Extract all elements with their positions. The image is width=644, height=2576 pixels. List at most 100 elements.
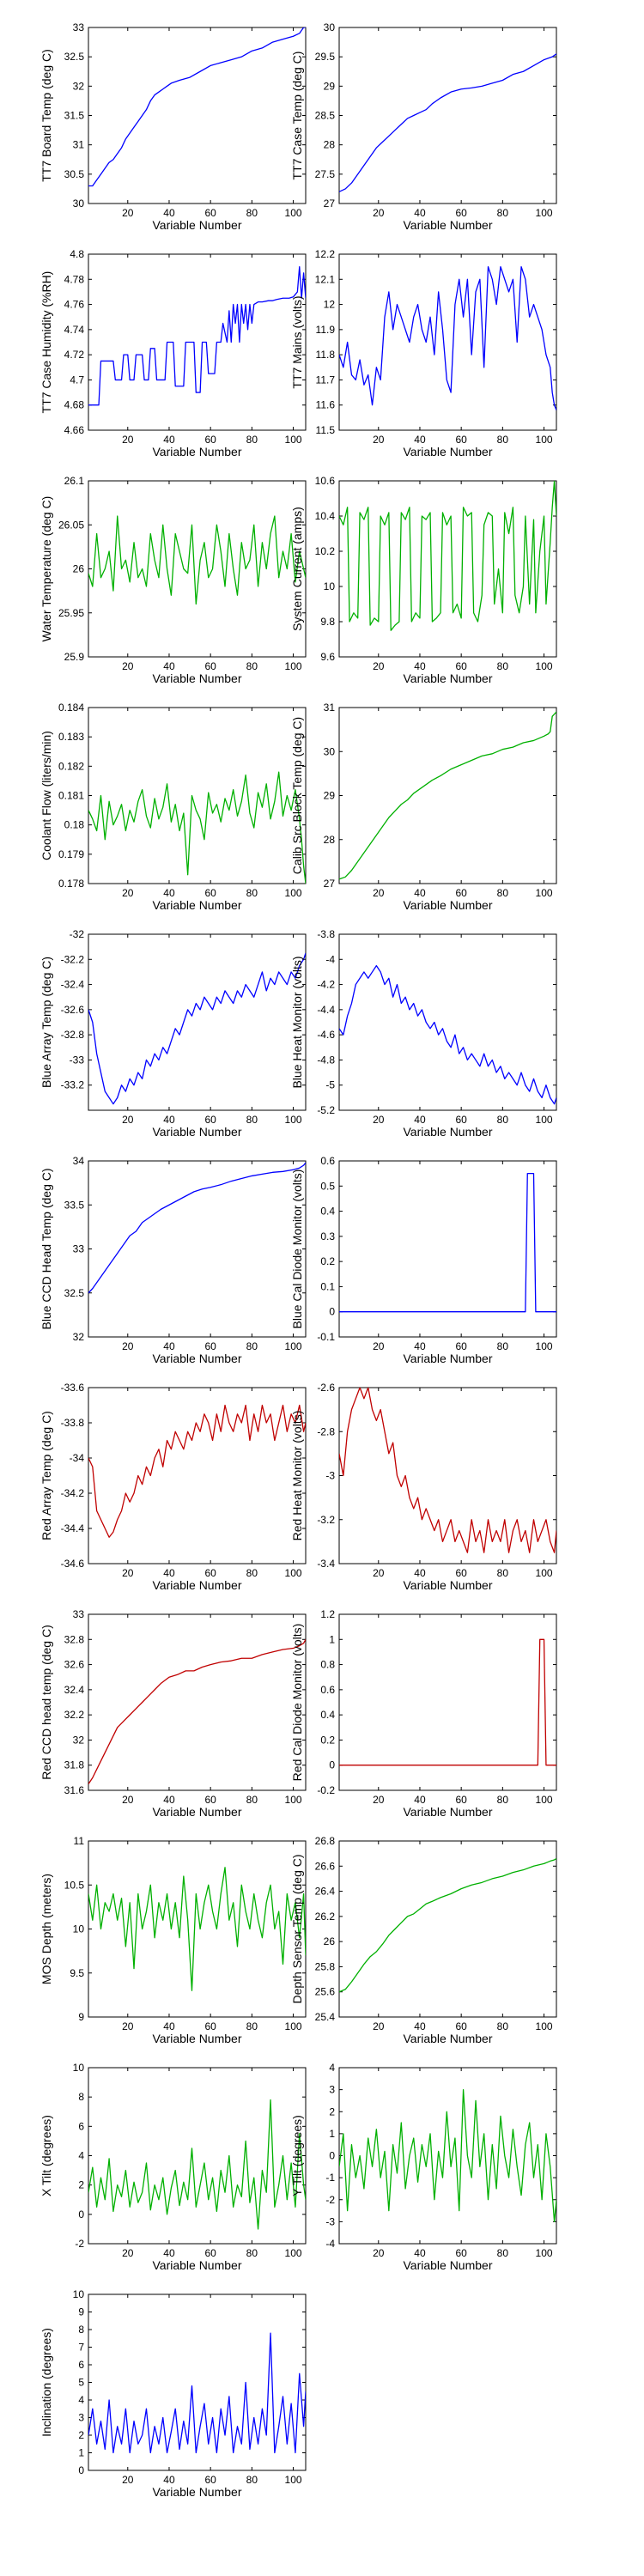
x-tick-label: 60 (455, 887, 467, 899)
y-tick-label: 1.2 (320, 1608, 335, 1620)
chart-17: 20 40 60 80 100 9 9.5 10 10.5 11 Variable Number MO… (39, 1835, 307, 2045)
y-axis-label: Blue Cal Diode Monitor (volts) (290, 1170, 304, 1329)
y-tick-label: -33 (70, 1054, 85, 1066)
x-tick-label: 80 (497, 207, 509, 219)
x-tick-label: 60 (204, 1340, 216, 1352)
y-tick-label: -33.8 (61, 1417, 85, 1429)
x-tick-label: 40 (414, 1114, 426, 1126)
chart-21: 20 40 60 80 100 0 1 2 3 4 5 6 7 8 9 10 Variable Number In… (39, 2288, 307, 2499)
y-tick-label: 9 (78, 2306, 84, 2318)
y-tick-label: -34.6 (61, 1558, 85, 1570)
chart-14: 20 40 60 80 100 -3.4 -3.2 -3 -2.8 -2.6 Variable Nu… (290, 1382, 557, 1592)
y-tick-label: 1 (329, 1633, 335, 1645)
x-tick-label: 80 (497, 887, 509, 899)
x-tick-label: 60 (455, 207, 467, 219)
x-axis-label: Variable Number (152, 218, 241, 232)
x-tick-label: 60 (455, 1567, 467, 1579)
y-tick-label: 0.18 (64, 819, 85, 831)
x-axis-label: Variable Number (152, 1805, 241, 1819)
y-tick-label: 10 (73, 2288, 85, 2300)
y-tick-label: 12 (324, 299, 336, 311)
plot-frame (88, 1840, 307, 2018)
y-tick-label: 11.8 (316, 349, 336, 361)
x-tick-label: 20 (373, 2020, 385, 2032)
x-tick-label: 80 (497, 434, 509, 446)
x-tick-label: 60 (204, 2474, 216, 2486)
y-tick-label: 7 (78, 2342, 84, 2354)
y-tick-label: 34 (73, 1155, 85, 1167)
x-tick-label: 20 (373, 1794, 385, 1806)
chart-18: 20 40 60 80 100 25.4 25.6 25.8 26 26.2 26.4 26.6 26.… (290, 1835, 557, 2045)
y-tick-label: 11.9 (316, 324, 336, 336)
y-tick-label: -4.4 (317, 1004, 335, 1016)
y-tick-label: 0.8 (320, 1659, 335, 1671)
plot-frame (88, 1387, 307, 1564)
y-tick-label: 25.9 (64, 651, 85, 663)
x-tick-label: 20 (122, 207, 134, 219)
y-tick-label: -3.8 (317, 928, 335, 940)
y-tick-label: 8 (78, 2091, 84, 2103)
y-axis-label: TT7 Mains (volts) (290, 295, 304, 388)
x-tick-label: 40 (414, 887, 426, 899)
plot-frame (338, 253, 557, 431)
y-tick-label: 32.5 (64, 1287, 85, 1299)
y-tick-label: 4.74 (64, 324, 85, 336)
y-axis-label: Coolant Flow (liters/min) (39, 731, 53, 860)
y-tick-label: 31 (324, 702, 336, 714)
series-line (339, 53, 556, 192)
y-tick-label: 28.5 (315, 110, 336, 122)
chart-11: 20 40 60 80 100 32 32.5 33 33.5 34 Variable Number… (39, 1155, 307, 1365)
chart-19: 20 40 60 80 100 -2 0 2 4 6 8 10 Variable Number X Til… (39, 2062, 307, 2272)
y-tick-label: 25.6 (315, 1986, 336, 1998)
y-tick-label: 9.8 (320, 616, 335, 628)
chart-10: 20 40 60 80 100 -5.2 -5 -4.8 -4.6 -4.4 -4.2 -4 -3.8 V… (290, 928, 557, 1139)
y-tick-label: 33 (73, 21, 85, 33)
x-tick-label: 40 (163, 1567, 175, 1579)
x-tick-label: 60 (204, 887, 216, 899)
plot-frame (338, 1613, 557, 1791)
y-axis-label: Blue CCD Head Temp (deg C) (39, 1168, 53, 1329)
x-tick-label: 100 (285, 1114, 302, 1126)
x-axis-label: Variable Number (152, 1352, 241, 1365)
series-line (88, 771, 306, 884)
x-tick-label: 20 (373, 434, 385, 446)
y-tick-label: 31.6 (64, 1784, 85, 1796)
x-tick-label: 40 (163, 1794, 175, 1806)
y-tick-label: 0 (329, 1759, 335, 1771)
y-tick-label: 4.76 (64, 299, 85, 311)
y-tick-label: 10 (73, 2062, 85, 2074)
x-tick-label: 100 (285, 887, 302, 899)
x-tick-label: 60 (455, 2247, 467, 2259)
x-tick-label: 80 (246, 660, 258, 672)
series-line (339, 481, 556, 631)
y-tick-label: 4.78 (64, 273, 85, 285)
y-axis-label: Blue Array Temp (deg C) (39, 957, 53, 1088)
x-axis-label: Variable Number (403, 1125, 492, 1139)
x-tick-label: 80 (246, 2247, 258, 2259)
y-tick-label: 33 (73, 1243, 85, 1255)
x-tick-label: 20 (373, 1567, 385, 1579)
y-tick-label: 28 (324, 834, 336, 846)
y-tick-label: 0.2 (320, 1255, 335, 1267)
series-line (339, 1638, 556, 1766)
y-axis-label: Depth Sensor Temp (deg C) (290, 1854, 304, 2003)
x-tick-label: 60 (455, 1114, 467, 1126)
x-tick-label: 80 (246, 887, 258, 899)
y-axis-label: Blue Heat Monitor (volts) (290, 956, 304, 1088)
y-tick-label: 0.5 (320, 1180, 335, 1192)
x-tick-label: 40 (414, 660, 426, 672)
y-tick-label: 33 (73, 1608, 85, 1620)
y-tick-label: -2 (325, 2194, 335, 2206)
y-tick-label: -2.6 (317, 1382, 335, 1394)
x-tick-label: 20 (373, 1340, 385, 1352)
plot-frame (338, 480, 557, 658)
x-tick-label: 60 (204, 2247, 216, 2259)
x-tick-label: 80 (246, 1567, 258, 1579)
plot-frame (338, 27, 557, 204)
y-tick-label: -33.2 (61, 1079, 85, 1091)
y-tick-label: 3 (329, 2084, 335, 2096)
plot-frame (338, 1840, 557, 2018)
y-tick-label: -4 (325, 2238, 335, 2250)
y-tick-label: 26.6 (315, 1860, 336, 1872)
x-tick-label: 100 (536, 1340, 553, 1352)
